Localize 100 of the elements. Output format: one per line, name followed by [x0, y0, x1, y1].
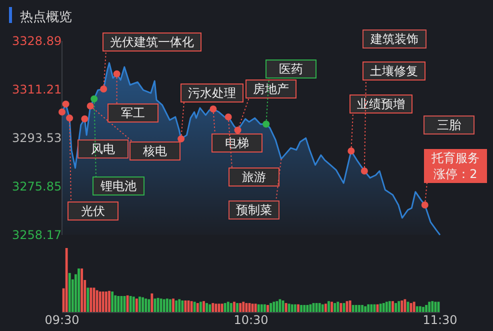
bar	[233, 302, 236, 312]
bar	[96, 290, 98, 312]
annotation: 土壤修复	[370, 64, 418, 78]
bar	[80, 268, 84, 312]
annotation: 军工	[121, 106, 145, 120]
annotation: 核电	[142, 144, 167, 158]
bar	[385, 302, 388, 312]
bar	[98, 292, 102, 312]
bar	[334, 303, 336, 312]
bar	[132, 296, 135, 312]
bar	[114, 295, 117, 312]
point	[113, 70, 120, 78]
bar	[162, 299, 166, 312]
annotation: 建筑装饰	[370, 32, 418, 46]
label-box: 风电	[78, 140, 128, 158]
bar	[102, 292, 104, 312]
annotation: 光伏	[81, 204, 105, 218]
point	[234, 126, 242, 134]
bar	[336, 302, 340, 312]
bar	[144, 298, 148, 312]
bar	[276, 301, 278, 312]
bar	[239, 303, 242, 312]
bar	[379, 304, 382, 312]
annotation: 托育服务涨停：2	[430, 151, 480, 181]
annotation: 旅游	[242, 170, 266, 184]
bar	[196, 303, 199, 312]
bar	[364, 306, 367, 312]
bar	[169, 299, 172, 312]
annotation: 锂电池	[100, 179, 136, 193]
annotation: 医药	[279, 62, 303, 76]
bar	[404, 299, 406, 312]
bar	[264, 304, 266, 312]
annotation: 预制菜	[236, 203, 272, 217]
bar	[425, 304, 428, 312]
bar	[348, 300, 352, 312]
bar	[416, 306, 418, 312]
bar	[190, 301, 193, 312]
bar	[340, 303, 342, 312]
bar	[352, 304, 354, 312]
bar	[111, 292, 114, 312]
bar	[120, 296, 123, 312]
bar	[330, 302, 333, 312]
bar	[358, 304, 360, 312]
bar	[86, 288, 90, 312]
bar	[129, 296, 132, 312]
bar	[272, 302, 276, 312]
bar	[117, 296, 120, 312]
bar	[242, 302, 245, 312]
point	[262, 120, 270, 128]
point	[360, 168, 368, 174]
label-box: 房地产	[237, 80, 296, 131]
y-tick-label: 3311.21	[12, 82, 62, 96]
bar	[354, 304, 358, 312]
point	[81, 115, 88, 122]
bar	[434, 302, 437, 312]
bar	[68, 272, 71, 312]
bar	[392, 301, 394, 312]
bar	[266, 304, 269, 312]
label-box: 业绩预增	[350, 94, 412, 152]
bar	[160, 298, 162, 312]
point	[86, 102, 94, 110]
bar	[105, 292, 108, 312]
bar	[270, 303, 272, 312]
annotation: 房地产	[253, 82, 289, 96]
bar	[361, 304, 364, 312]
bar	[303, 304, 306, 312]
bar	[208, 304, 212, 312]
y-tick-label: 3328.89	[12, 34, 62, 48]
bar	[150, 293, 154, 312]
bar	[214, 304, 218, 312]
bar	[224, 303, 226, 312]
bar	[78, 268, 80, 312]
bar	[166, 298, 168, 312]
y-tick-label: 3258.17	[12, 228, 62, 242]
x-tick-label: 10:30	[234, 313, 268, 327]
bar	[284, 303, 288, 312]
bar	[290, 304, 294, 312]
bar	[388, 301, 391, 312]
bar	[428, 302, 431, 312]
point	[66, 114, 74, 122]
bar	[367, 304, 370, 312]
label-box: 建筑装饰	[362, 30, 426, 48]
point	[210, 106, 217, 113]
bar	[288, 304, 290, 312]
bar	[422, 306, 424, 312]
bar	[260, 304, 263, 312]
bar	[245, 303, 248, 312]
bar	[309, 304, 312, 312]
label-box: 三胎	[424, 116, 474, 134]
annotation: 光伏建筑一体化	[110, 35, 194, 49]
bar	[206, 303, 208, 312]
point	[100, 85, 108, 92]
bar	[254, 304, 257, 312]
bar	[306, 304, 309, 312]
bar	[135, 298, 138, 312]
bar	[178, 299, 181, 312]
bar	[226, 302, 230, 312]
bar	[193, 302, 196, 312]
bar	[418, 306, 422, 312]
bar	[370, 304, 373, 312]
